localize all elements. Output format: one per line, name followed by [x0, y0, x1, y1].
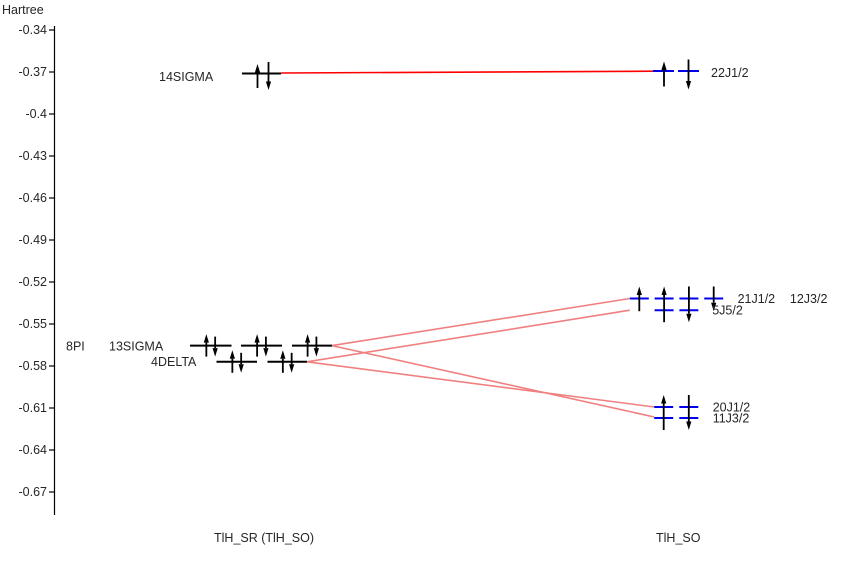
svg-text:-0.43: -0.43: [19, 149, 48, 163]
svg-text:11J3/2: 11J3/2: [713, 412, 750, 426]
svg-text:14SIGMA: 14SIGMA: [159, 70, 214, 84]
svg-text:-0.34: -0.34: [19, 23, 48, 37]
svg-text:13SIGMA: 13SIGMA: [109, 340, 164, 354]
svg-text:-0.64: -0.64: [19, 443, 48, 457]
svg-text:-0.4: -0.4: [25, 107, 47, 121]
svg-text:TlH_SR (TlH_SO): TlH_SR (TlH_SO): [214, 531, 314, 545]
svg-text:-0.58: -0.58: [19, 359, 48, 373]
svg-text:-0.49: -0.49: [19, 233, 48, 247]
svg-text:-0.61: -0.61: [19, 401, 48, 415]
svg-text:22J1/2: 22J1/2: [711, 66, 749, 80]
svg-text:4DELTA: 4DELTA: [151, 355, 197, 369]
svg-text:Hartree: Hartree: [2, 3, 44, 17]
svg-text:21J1/2: 21J1/2: [738, 292, 776, 306]
svg-text:-0.37: -0.37: [19, 65, 48, 79]
svg-text:-0.67: -0.67: [19, 485, 48, 499]
svg-text:TlH_SO: TlH_SO: [656, 531, 701, 545]
svg-text:12J3/2: 12J3/2: [790, 292, 828, 306]
svg-text:-0.52: -0.52: [19, 275, 48, 289]
svg-text:-0.55: -0.55: [19, 317, 48, 331]
svg-text:-0.46: -0.46: [19, 191, 48, 205]
svg-text:5J5/2: 5J5/2: [712, 304, 743, 318]
svg-text:8PI: 8PI: [66, 340, 85, 354]
